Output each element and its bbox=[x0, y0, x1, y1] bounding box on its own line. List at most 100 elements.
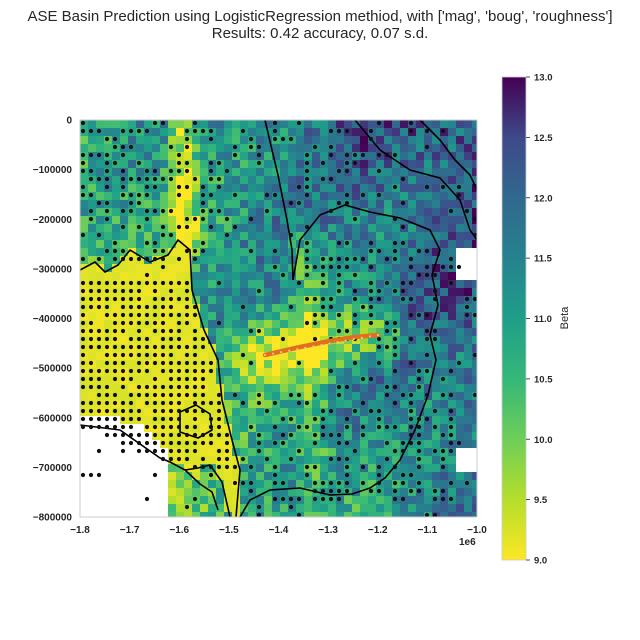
dot-marker bbox=[136, 128, 142, 134]
dot-marker bbox=[176, 184, 182, 190]
heatmap-cell bbox=[312, 280, 321, 289]
dot-marker bbox=[80, 320, 86, 326]
dot-marker bbox=[168, 424, 174, 430]
dot-marker bbox=[152, 208, 158, 214]
heatmap-cell bbox=[152, 232, 161, 241]
heatmap-cell bbox=[312, 120, 321, 129]
dot-marker bbox=[304, 192, 310, 198]
heatmap-cell bbox=[184, 200, 193, 209]
heatmap-cell bbox=[344, 392, 353, 401]
dot-marker bbox=[176, 416, 182, 422]
heatmap-cell bbox=[464, 176, 473, 185]
dot-marker bbox=[200, 336, 206, 342]
heatmap-cell bbox=[464, 352, 473, 361]
heatmap-cell bbox=[344, 216, 353, 225]
heatmap-cell bbox=[440, 408, 449, 417]
dot-marker bbox=[312, 488, 318, 494]
heatmap-cell bbox=[128, 504, 137, 513]
heatmap-cell bbox=[456, 120, 465, 129]
dot-marker bbox=[368, 312, 374, 318]
dot-marker bbox=[128, 296, 134, 302]
heatmap-cell bbox=[376, 256, 385, 265]
dot-marker bbox=[120, 384, 126, 390]
heatmap-cell bbox=[448, 488, 457, 497]
heatmap-cell bbox=[152, 496, 161, 505]
heatmap-cell bbox=[232, 168, 241, 177]
dot-marker bbox=[160, 432, 166, 438]
dot-marker bbox=[168, 456, 174, 462]
heatmap-cell bbox=[328, 320, 337, 329]
dot-marker bbox=[152, 416, 158, 422]
heatmap-cell bbox=[112, 512, 121, 517]
heatmap-cell bbox=[376, 144, 385, 153]
dot-marker bbox=[376, 360, 382, 366]
dot-marker bbox=[88, 128, 94, 134]
heatmap-cell bbox=[272, 336, 281, 345]
heatmap-cell bbox=[304, 232, 313, 241]
dot-marker bbox=[168, 400, 174, 406]
heatmap-cell bbox=[248, 456, 257, 465]
heatmap-cell bbox=[392, 144, 401, 153]
dot-marker bbox=[168, 280, 174, 286]
heatmap-cell bbox=[456, 456, 465, 465]
heatmap-cell bbox=[400, 264, 409, 273]
heatmap-cell bbox=[312, 256, 321, 265]
heatmap-cell bbox=[408, 512, 417, 517]
heatmap-cell bbox=[384, 120, 393, 129]
heatmap-cell bbox=[136, 512, 145, 517]
heatmap-cell bbox=[328, 464, 337, 473]
heatmap-cell bbox=[320, 440, 329, 449]
dot-marker bbox=[80, 280, 86, 286]
heatmap-cell bbox=[288, 424, 297, 433]
heatmap-cell bbox=[352, 192, 361, 201]
heatmap-cell bbox=[424, 304, 433, 313]
dot-marker bbox=[192, 248, 198, 254]
heatmap-cell bbox=[464, 248, 473, 257]
heatmap-cell bbox=[336, 352, 345, 361]
dot-marker bbox=[432, 272, 438, 278]
heatmap-cell bbox=[160, 184, 169, 193]
dot-marker bbox=[152, 392, 158, 398]
heatmap-cell bbox=[456, 472, 465, 481]
heatmap-cell bbox=[384, 496, 393, 505]
dot-marker bbox=[136, 256, 142, 262]
heatmap-cell bbox=[328, 328, 337, 337]
heatmap-cell bbox=[264, 248, 273, 257]
heatmap-cell bbox=[384, 416, 393, 425]
heatmap-cell bbox=[384, 136, 393, 145]
heatmap-cell bbox=[352, 248, 361, 257]
dot-marker bbox=[336, 392, 342, 398]
heatmap-cell bbox=[472, 432, 477, 441]
heatmap-cell bbox=[432, 312, 441, 321]
dot-marker bbox=[152, 256, 158, 262]
heatmap-cell bbox=[208, 232, 217, 241]
heatmap-cell bbox=[264, 368, 273, 377]
heatmap-cell bbox=[432, 224, 441, 233]
heatmap-cell bbox=[416, 288, 425, 297]
heatmap-cell bbox=[440, 152, 449, 161]
heatmap-cell bbox=[456, 352, 465, 361]
dot-marker bbox=[424, 248, 430, 254]
dot-marker bbox=[184, 432, 190, 438]
heatmap-cell bbox=[328, 184, 337, 193]
heatmap-cell bbox=[176, 120, 185, 129]
heatmap-cell bbox=[240, 376, 249, 385]
heatmap-cell bbox=[120, 216, 129, 225]
heatmap-cell bbox=[352, 416, 361, 425]
heatmap-cell bbox=[352, 168, 361, 177]
heatmap-cell bbox=[344, 120, 353, 129]
dot-marker bbox=[376, 296, 382, 302]
heatmap-cell bbox=[280, 328, 289, 337]
heatmap-cell bbox=[144, 288, 153, 297]
dot-marker bbox=[96, 336, 102, 342]
heatmap-cell bbox=[360, 472, 369, 481]
heatmap-cell bbox=[424, 280, 433, 289]
heatmap-cell bbox=[152, 456, 161, 465]
heatmap-cell bbox=[432, 504, 441, 513]
heatmap-cell bbox=[144, 512, 153, 517]
heatmap-cell bbox=[112, 456, 121, 465]
heatmap-cell bbox=[248, 208, 257, 217]
dot-marker bbox=[416, 424, 422, 430]
heatmap-cell bbox=[320, 360, 329, 369]
heatmap-cell bbox=[176, 496, 185, 505]
